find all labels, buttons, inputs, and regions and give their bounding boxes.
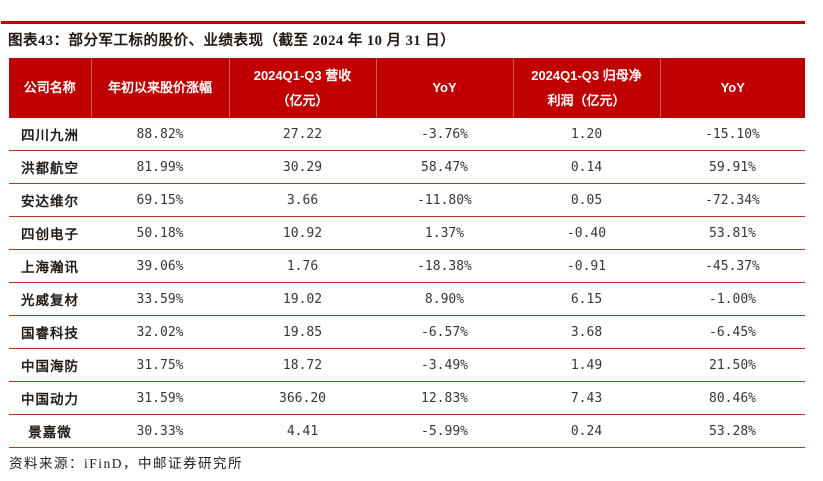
column-header: 公司名称 [9, 58, 92, 118]
value-cell: 7.43 [513, 381, 660, 415]
value-cell: 6.15 [513, 282, 660, 316]
company-name-cell: 中国海防 [9, 348, 91, 382]
value-cell: 58.47% [376, 150, 513, 184]
value-cell: -18.38% [376, 249, 513, 283]
value-cell: 88.82% [91, 118, 229, 151]
value-cell: 0.14 [513, 150, 660, 184]
value-cell: 59.91% [660, 150, 805, 184]
value-cell: -6.45% [660, 315, 805, 349]
value-cell: -11.80% [376, 183, 513, 217]
value-cell: 27.22 [229, 118, 376, 151]
value-cell: -0.91 [513, 249, 660, 283]
value-cell: 366.20 [229, 381, 376, 415]
table-row: 国睿科技 32.02% 19.85 -6.57% 3.68 -6.45% [9, 315, 805, 349]
value-cell: 0.24 [513, 414, 660, 448]
table-row: 景嘉微 30.33% 4.41 -5.99% 0.24 53.28% [9, 414, 805, 448]
value-cell: -5.99% [376, 414, 513, 448]
column-header: YoY [660, 58, 805, 118]
value-cell: 19.02 [229, 282, 376, 316]
company-name-cell: 四创电子 [9, 216, 91, 250]
value-cell: -1.00% [660, 282, 805, 316]
value-cell: 31.75% [91, 348, 229, 382]
value-cell: 39.06% [91, 249, 229, 283]
column-header: 年初以来股价涨幅 [91, 58, 230, 118]
value-cell: 31.59% [91, 381, 229, 415]
table-row: 上海瀚讯 39.06% 1.76 -18.38% -0.91 -45.37% [9, 249, 805, 283]
company-name-cell: 四川九洲 [9, 118, 91, 151]
value-cell: 80.46% [660, 381, 805, 415]
column-header: 2024Q1-Q3 营收 （亿元） [229, 58, 377, 118]
value-cell: 69.15% [91, 183, 229, 217]
value-cell: 19.85 [229, 315, 376, 349]
table-row: 中国海防 31.75% 18.72 -3.49% 1.49 21.50% [9, 348, 805, 382]
table-row: 四创电子 50.18% 10.92 1.37% -0.40 53.81% [9, 216, 805, 250]
table-row: 四川九洲 88.82% 27.22 -3.76% 1.20 -15.10% [9, 118, 805, 151]
value-cell: 81.99% [91, 150, 229, 184]
value-cell: 53.81% [660, 216, 805, 250]
company-name-cell: 光威复材 [9, 282, 91, 316]
value-cell: -72.34% [660, 183, 805, 217]
value-cell: 30.29 [229, 150, 376, 184]
value-cell: 18.72 [229, 348, 376, 382]
value-cell: -6.57% [376, 315, 513, 349]
company-name-cell: 安达维尔 [9, 183, 91, 217]
value-cell: 53.28% [660, 414, 805, 448]
value-cell: -0.40 [513, 216, 660, 250]
value-cell: -45.37% [660, 249, 805, 283]
company-name-cell: 上海瀚讯 [9, 249, 91, 283]
value-cell: 1.37% [376, 216, 513, 250]
value-cell: 0.05 [513, 183, 660, 217]
header-row: 公司名称 年初以来股价涨幅 2024Q1-Q3 营收 （亿元） YoY 2024Q1-Q3… [9, 58, 805, 118]
value-cell: 30.33% [91, 414, 229, 448]
company-name-cell: 中国动力 [9, 381, 91, 415]
value-cell: 8.90% [376, 282, 513, 316]
table-row: 洪都航空 81.99% 30.29 58.47% 0.14 59.91% [9, 150, 805, 184]
value-cell: 4.41 [229, 414, 376, 448]
table-row: 安达维尔 69.15% 3.66 -11.80% 0.05 -72.34% [9, 183, 805, 217]
company-name-cell: 国睿科技 [9, 315, 91, 349]
military-stocks-table: 公司名称 年初以来股价涨幅 2024Q1-Q3 营收 （亿元） YoY 2024Q1-Q3… [9, 58, 805, 448]
company-name-cell: 洪都航空 [9, 150, 91, 184]
table-header: 公司名称 年初以来股价涨幅 2024Q1-Q3 营收 （亿元） YoY 2024Q1-Q3… [9, 58, 805, 118]
table-row: 中国动力 31.59% 366.20 12.83% 7.43 80.46% [9, 381, 805, 415]
value-cell: 3.68 [513, 315, 660, 349]
value-cell: 50.18% [91, 216, 229, 250]
source-note: 资料来源：iFinD，中邮证券研究所 [9, 456, 244, 471]
column-header: 2024Q1-Q3 归母净 利润（亿元） [513, 58, 661, 118]
figure-title: 图表43：部分军工标的股价、业绩表现（截至 2024 年 10 月 31 日） [8, 33, 456, 49]
value-cell: -3.49% [376, 348, 513, 382]
value-cell: 10.92 [229, 216, 376, 250]
company-name-cell: 景嘉微 [9, 414, 91, 448]
table-row: 光威复材 33.59% 19.02 8.90% 6.15 -1.00% [9, 282, 805, 316]
title-rule [1, 21, 805, 24]
value-cell: -3.76% [376, 118, 513, 151]
value-cell: 1.49 [513, 348, 660, 382]
value-cell: 33.59% [91, 282, 229, 316]
value-cell: 12.83% [376, 381, 513, 415]
value-cell: -15.10% [660, 118, 805, 151]
value-cell: 3.66 [229, 183, 376, 217]
column-header: YoY [376, 58, 514, 118]
value-cell: 1.76 [229, 249, 376, 283]
value-cell: 21.50% [660, 348, 805, 382]
value-cell: 1.20 [513, 118, 660, 151]
value-cell: 32.02% [91, 315, 229, 349]
table-body: 四川九洲 88.82% 27.22 -3.76% 1.20 -15.10% 洪都航空 81.9… [9, 118, 805, 448]
